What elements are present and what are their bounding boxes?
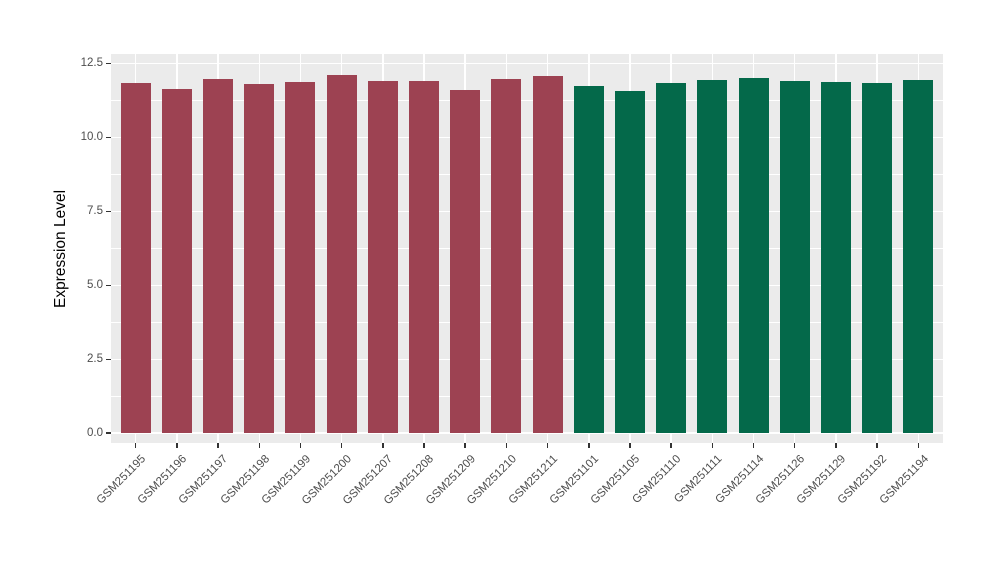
bar bbox=[367, 80, 398, 434]
bar bbox=[409, 81, 440, 434]
bar bbox=[326, 74, 357, 434]
x-tick-mark bbox=[382, 443, 384, 448]
x-tick-mark bbox=[752, 443, 755, 448]
x-tick-mark bbox=[629, 443, 631, 448]
minor-gridline bbox=[111, 247, 943, 249]
x-tick-mark bbox=[176, 443, 178, 448]
bar bbox=[614, 90, 645, 434]
y-tick-label: 2.5 bbox=[87, 353, 103, 366]
bar bbox=[656, 82, 687, 434]
y-tick-mark bbox=[106, 62, 111, 65]
x-tick-mark bbox=[711, 443, 714, 448]
bar bbox=[244, 83, 275, 434]
bar bbox=[738, 78, 769, 434]
major-gridline bbox=[111, 358, 943, 361]
x-tick-mark bbox=[340, 443, 343, 448]
x-tick-mark bbox=[505, 443, 508, 448]
y-tick-label: 10.0 bbox=[80, 131, 103, 144]
major-gridline bbox=[111, 210, 943, 213]
bar bbox=[203, 78, 234, 434]
major-gridline bbox=[111, 136, 943, 139]
x-tick-mark bbox=[258, 443, 261, 448]
plot-panel bbox=[111, 54, 943, 443]
y-tick-mark bbox=[106, 210, 111, 213]
y-tick-mark bbox=[106, 358, 111, 361]
bar bbox=[161, 88, 192, 434]
bar bbox=[532, 75, 563, 434]
x-tick-mark bbox=[835, 443, 837, 448]
bar bbox=[573, 85, 604, 434]
x-tick-mark bbox=[299, 443, 302, 448]
x-tick-mark bbox=[464, 443, 466, 448]
minor-gridline bbox=[111, 395, 943, 397]
minor-gridline bbox=[111, 321, 943, 323]
minor-gridline bbox=[111, 100, 943, 101]
bar bbox=[285, 81, 316, 434]
bar bbox=[450, 89, 481, 434]
bar bbox=[779, 80, 810, 434]
bar bbox=[820, 81, 851, 434]
bar bbox=[491, 78, 522, 434]
x-tick-mark bbox=[134, 443, 137, 448]
bar bbox=[903, 80, 934, 434]
y-tick-label: 12.5 bbox=[80, 57, 103, 70]
x-tick-mark bbox=[588, 443, 590, 448]
minor-gridline bbox=[111, 173, 943, 175]
major-gridline bbox=[111, 432, 943, 434]
y-tick-label: 0.0 bbox=[87, 427, 103, 440]
x-tick-mark bbox=[876, 443, 878, 448]
y-tick-mark bbox=[106, 136, 111, 139]
bar bbox=[862, 82, 893, 434]
bar bbox=[120, 83, 151, 434]
y-tick-mark bbox=[106, 432, 111, 434]
bar bbox=[697, 80, 728, 434]
x-tick-mark bbox=[793, 443, 796, 448]
y-axis-title: Expression Level bbox=[38, 54, 84, 443]
major-gridline bbox=[111, 62, 943, 65]
x-tick-mark bbox=[670, 443, 672, 448]
x-tick-mark bbox=[217, 443, 219, 448]
y-tick-label: 7.5 bbox=[87, 205, 103, 218]
x-tick-mark bbox=[917, 443, 920, 448]
x-tick-mark bbox=[546, 443, 549, 448]
y-tick-mark bbox=[106, 284, 111, 287]
x-tick-mark bbox=[423, 443, 425, 448]
major-gridline bbox=[111, 284, 943, 287]
y-tick-label: 5.0 bbox=[87, 279, 103, 292]
